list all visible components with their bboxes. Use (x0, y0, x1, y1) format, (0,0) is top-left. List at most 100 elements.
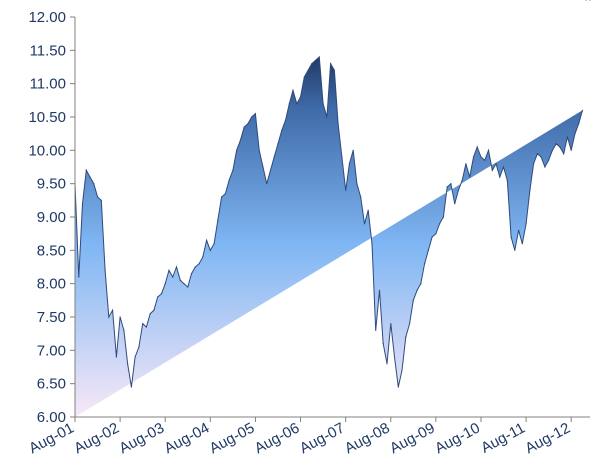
data-point (194, 266, 196, 268)
x-axis-tick-label: Aug-09 (387, 420, 438, 458)
data-point (262, 166, 264, 168)
data-point (202, 256, 204, 258)
data-point (172, 276, 174, 278)
data-point (525, 223, 527, 225)
data-point (175, 266, 178, 268)
data-point (281, 129, 283, 131)
data-point (142, 323, 144, 325)
y-axis-tick-label: 6.00 (37, 409, 66, 426)
data-point (119, 316, 121, 318)
data-point (269, 169, 272, 171)
data-point (318, 56, 320, 58)
data-point (420, 283, 422, 285)
data-point (348, 163, 350, 165)
y-axis-tick-labels: 6.00 6.50 7.00 7.50 8.00 8.50 9.00 9.50 10.00 10.… (28, 9, 75, 426)
data-point (442, 216, 444, 218)
data-point (487, 149, 490, 151)
data-point (112, 309, 114, 311)
data-point (228, 179, 230, 181)
data-point (439, 223, 441, 225)
data-point (104, 269, 106, 271)
data-point (183, 283, 185, 285)
data-point (337, 123, 339, 125)
y-axis-tick-label: 10.50 (28, 109, 66, 126)
y-axis-tick-label: 10.00 (28, 142, 66, 159)
data-point (330, 63, 332, 65)
data-point (581, 109, 584, 111)
data-point (333, 69, 335, 71)
data-point (352, 149, 354, 151)
y-axis-tick-label: 7.50 (37, 309, 66, 326)
data-point (81, 203, 84, 205)
x-axis-tick-label: Aug-12 (522, 420, 573, 458)
data-point (303, 76, 305, 78)
data-point (326, 116, 328, 118)
data-point (386, 363, 388, 365)
data-point (457, 189, 459, 191)
data-point (247, 123, 249, 125)
data-point (89, 176, 91, 178)
data-point (311, 63, 313, 65)
data-point (371, 243, 373, 245)
y-axis-tick-label: 7.00 (37, 342, 66, 359)
data-point (217, 219, 219, 221)
data-point (405, 336, 407, 338)
data-point (157, 296, 159, 298)
data-point (574, 133, 576, 135)
data-point (409, 323, 411, 325)
data-point (78, 276, 80, 278)
plot-area (74, 0, 591, 417)
data-point (134, 356, 136, 358)
data-point (393, 356, 396, 358)
data-point (435, 233, 437, 235)
data-point (412, 299, 414, 301)
data-point (164, 283, 166, 285)
data-point (97, 196, 99, 198)
data-point (450, 183, 452, 185)
data-point (127, 363, 129, 365)
data-point (190, 273, 193, 275)
data-point (284, 119, 287, 121)
data-point (138, 346, 140, 348)
data-point (179, 279, 181, 281)
y-axis-tick-label: 11.00 (30, 76, 66, 93)
data-point (559, 146, 561, 148)
data-point (123, 329, 125, 331)
data-point (390, 323, 392, 325)
data-point (160, 293, 163, 295)
data-point (536, 153, 539, 155)
data-point (168, 269, 170, 271)
data-point (221, 196, 223, 198)
data-point (427, 249, 429, 251)
data-point (518, 229, 520, 231)
data-point (315, 59, 317, 61)
data-point (476, 146, 478, 148)
data-point (299, 96, 302, 98)
data-point (296, 103, 298, 105)
y-axis-tick-label: 8.50 (37, 242, 66, 259)
series-area-fill (75, 57, 583, 417)
data-point (480, 156, 482, 158)
data-point (484, 159, 486, 161)
data-point (266, 183, 268, 185)
data-point (514, 249, 516, 251)
data-point (529, 189, 531, 191)
data-point (187, 286, 189, 288)
data-point (198, 263, 200, 265)
data-point (115, 356, 117, 358)
data-point (85, 169, 87, 171)
data-point (533, 163, 535, 165)
y-axis-tick-label: 8.00 (37, 276, 66, 293)
x-axis-tick-label: Aug-10 (432, 420, 483, 458)
x-axis-tick-label: Aug-04 (162, 420, 213, 458)
x-axis-tick-label: Aug-02 (71, 420, 122, 458)
data-point (551, 149, 554, 151)
data-point (149, 313, 151, 315)
y-axis-tick-label: 12.00 (28, 9, 66, 26)
data-point (578, 123, 580, 125)
y-axis-tick-label: 6.50 (37, 376, 66, 393)
data-point (251, 116, 253, 118)
data-point (236, 149, 238, 151)
